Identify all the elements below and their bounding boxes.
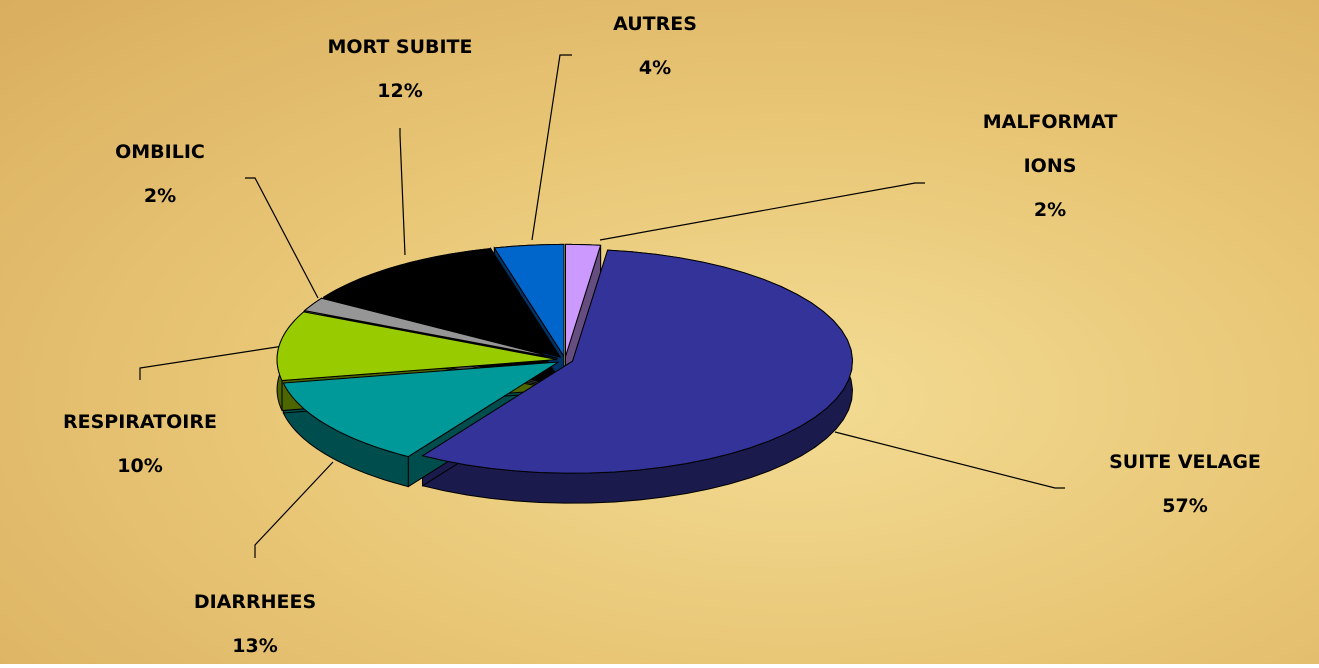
category-label: DIARRHEES bbox=[145, 580, 365, 624]
category-label: RESPIRATOIRE bbox=[10, 400, 270, 444]
value-label: 13% bbox=[145, 624, 365, 668]
category-label: MALFORMATIONS bbox=[980, 100, 1120, 188]
value-label: 2% bbox=[980, 188, 1120, 232]
value-label: 57% bbox=[1055, 484, 1315, 528]
leader-line bbox=[600, 183, 925, 240]
value-label: 10% bbox=[10, 444, 270, 488]
leader-line bbox=[140, 345, 290, 380]
value-label: 2% bbox=[60, 174, 260, 218]
leader-line bbox=[835, 432, 1065, 488]
chart bbox=[0, 0, 1319, 664]
category-label: SUITE VELAGE bbox=[1055, 440, 1315, 484]
value-label: 4% bbox=[575, 46, 735, 90]
category-label: MORT SUBITE bbox=[280, 25, 520, 69]
leader-line bbox=[532, 55, 572, 240]
slide: MALFORMATIONS2% SUITE VELAGE57% DIARRHEE… bbox=[0, 0, 1319, 664]
category-label: OMBILIC bbox=[60, 130, 260, 174]
value-label: 12% bbox=[280, 69, 520, 113]
pie-tops bbox=[277, 244, 852, 473]
pie bbox=[277, 244, 852, 503]
leader-line bbox=[400, 128, 405, 255]
category-label: AUTRES bbox=[575, 2, 735, 46]
